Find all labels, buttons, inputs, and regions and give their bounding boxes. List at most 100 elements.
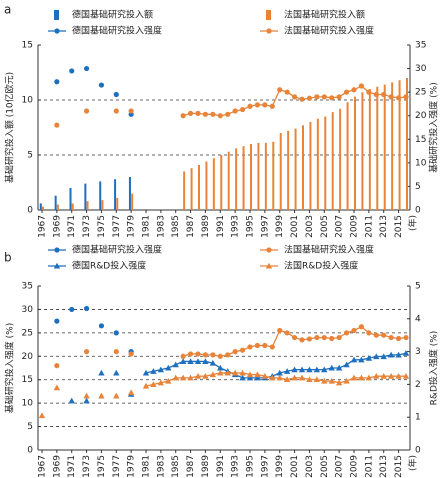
bar [39,203,42,210]
x-tick-label: 1993 [231,455,241,478]
point [239,347,246,353]
point [83,108,90,114]
bar [294,128,297,210]
x-tick-label: 2011 [364,455,374,478]
point [194,373,202,379]
bar [346,102,349,210]
point [321,366,328,373]
point [239,369,246,376]
point [231,369,239,376]
point [380,353,387,360]
point [83,305,90,312]
point [395,351,402,358]
point [254,374,261,381]
point [335,364,343,371]
legend-label: 法国基础研究投入强度 [284,25,374,37]
y2-tick-label: 10 [415,158,427,168]
line [182,85,407,117]
point [68,397,75,404]
x-tick-label: 1995 [246,455,256,478]
x-tick-label: 1999 [275,455,285,478]
point [142,382,150,389]
bar [316,118,319,210]
bar [361,92,364,210]
legend-label: 德国基础研究投入强度 [72,25,162,37]
bar [339,108,342,210]
x-tick-label: 2001 [290,215,300,238]
point [403,94,409,100]
y-axis-label: 基础研究投入强度 (%) [4,323,16,413]
x-tick-label: 1981 [142,215,152,238]
x-axis-label: (年) [407,215,419,231]
point [113,108,119,114]
point [232,349,238,355]
x-tick-label: 1999 [275,215,285,238]
point [239,374,246,381]
bar [71,203,74,210]
y2-tick-label: 35 [415,41,426,51]
point [277,87,283,93]
point [365,354,373,361]
x-tick-label: 2011 [364,215,374,238]
legend-marker [54,247,60,253]
y-tick-label: 10 [22,96,34,106]
x-tick-label: 1969 [52,215,62,238]
legend-label: 法国基础研究投入强度 [284,244,374,256]
legend-marker [53,262,61,269]
point [306,366,313,373]
point [83,349,90,355]
y-tick-label: 0 [27,206,33,216]
point [358,374,365,381]
point [247,103,253,109]
point [165,364,172,371]
bar [287,130,290,210]
point [329,95,335,101]
point [298,374,306,381]
point [217,113,223,119]
x-tick-label: 1971 [67,455,77,478]
point [246,371,254,378]
bar [242,146,245,210]
legend-swatch [54,10,59,20]
point [128,108,134,114]
y2-tick-label: 20 [415,111,427,121]
x-tick-label: 2013 [379,455,389,478]
point [387,351,395,358]
x-tick-label: 2005 [320,215,330,238]
point [254,342,261,349]
y-tick-label: 0 [27,446,33,456]
panel-label: a [4,3,11,17]
point [388,94,394,100]
legend-label: 德国基础研究投入强度 [72,244,162,256]
y2-axis-label: R&D投入强度 (%) [428,331,440,406]
point [313,366,321,373]
x-tick-label: 2009 [350,215,360,238]
bar [69,188,72,210]
x-tick-label: 2003 [305,455,315,478]
point [194,358,202,364]
bar [183,171,186,210]
point [150,368,157,374]
point [329,335,335,342]
legend-marker [266,247,272,253]
point [402,350,410,356]
point [232,108,238,114]
point [195,351,201,357]
x-tick-label: 1979 [127,215,137,238]
point [388,334,394,341]
point [262,102,268,108]
point [276,374,283,381]
bar [101,200,104,210]
point [387,373,395,379]
point [366,89,372,95]
x-tick-label: 2005 [320,455,330,478]
y2-axis-label: 基础研究投入强度 (%) [428,82,440,172]
point [225,111,231,117]
point [306,336,313,342]
bar [272,141,275,210]
x-tick-label: 1985 [171,215,181,238]
x-tick-label: 1997 [260,215,270,238]
point [351,87,357,93]
x-tick-label: 2009 [350,455,360,478]
